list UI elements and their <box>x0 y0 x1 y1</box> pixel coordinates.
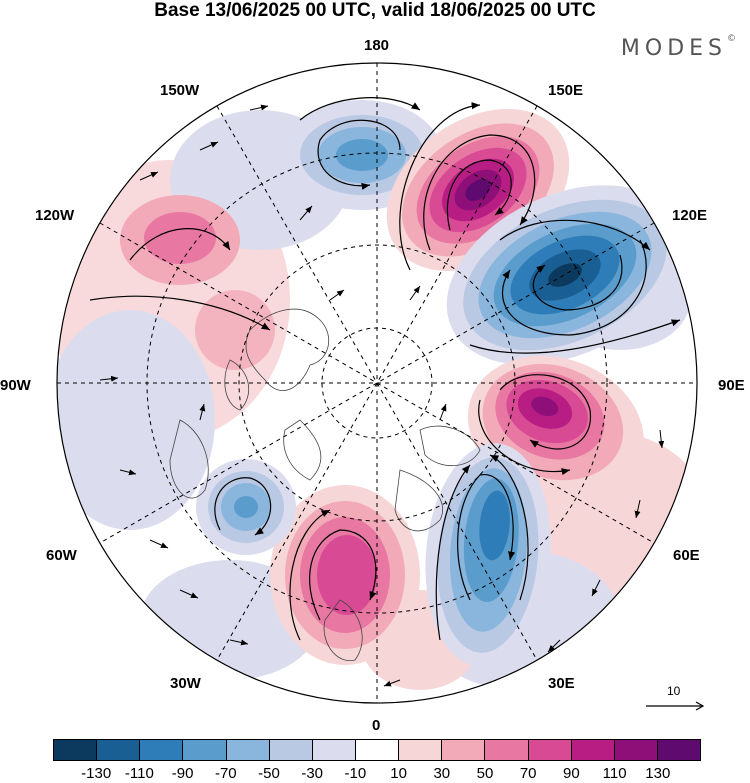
colorbar-tick-label: 50 <box>476 765 494 782</box>
lon-label-180: 180 <box>364 37 390 54</box>
map-disc <box>57 63 697 703</box>
colorbar-tick-label: 10 <box>390 765 407 782</box>
graticule <box>57 63 697 703</box>
colorbar-tick-label: -130 <box>81 765 112 782</box>
colorbar-tick-label: 90 <box>563 765 580 782</box>
lon-label-90e: 90E <box>718 377 745 394</box>
colorbar-cell <box>97 740 141 760</box>
colorbar-cell <box>269 740 313 760</box>
lon-label-150e: 150E <box>548 82 584 99</box>
colorbar-tick-label: 70 <box>519 765 537 782</box>
colorbar-cell <box>140 740 184 760</box>
colorbar-cell <box>183 740 227 760</box>
lon-label-30w: 30W <box>170 675 201 692</box>
colorbar <box>53 739 701 761</box>
colorbar-cell <box>355 740 400 760</box>
lon-label-120e: 120E <box>672 207 708 224</box>
copyright-mark: © <box>727 34 736 44</box>
colorbar-tick-label: -90 <box>171 765 194 782</box>
reference-vector: 10 <box>644 684 706 714</box>
coastlines <box>169 308 481 662</box>
map-boundary <box>56 62 698 704</box>
colorbar-tick-label: -10 <box>344 765 367 782</box>
colorbar-cell <box>399 740 443 760</box>
colorbar-cell <box>442 740 486 760</box>
lon-label-90w: 90W <box>0 377 31 394</box>
map-title: Base 13/06/2025 00 UTC, valid 18/06/2025… <box>154 0 596 21</box>
modes-logo: MODES© <box>620 34 736 61</box>
colorbar-tick-label: 110 <box>602 765 627 782</box>
wind-vectors <box>89 97 681 641</box>
brand-text: MODES <box>620 36 727 61</box>
colorbar-cell <box>614 740 658 760</box>
lon-label-120w: 120W <box>35 207 75 224</box>
colorbar-cell <box>54 740 98 760</box>
colorbar-cell <box>485 740 529 760</box>
reference-arrow-icon <box>646 701 705 711</box>
colorbar-tick-label: -50 <box>258 765 280 782</box>
colorbar-cell <box>312 740 356 760</box>
colorbar-cell <box>528 740 572 760</box>
lon-label-60w: 60W <box>46 547 77 564</box>
reference-vector-label: 10 <box>667 684 681 698</box>
colorbar-tick-label: -30 <box>301 765 324 782</box>
lon-label-150w: 150W <box>160 82 200 99</box>
colorbar-tick-label: 30 <box>433 765 451 782</box>
colorbar-tick-label: 130 <box>645 765 671 782</box>
colorbar-tick-label: -110 <box>124 765 154 782</box>
colorbar-cell <box>571 740 615 760</box>
colorbar-cell <box>226 740 270 760</box>
colorbar-ticks: -130 -110 -90 -70 -50 -30 -10 10 30 50 70 90 110 130 <box>53 765 701 783</box>
lon-label-30e: 30E <box>548 675 575 692</box>
lon-label-0: 0 <box>372 717 381 734</box>
lon-label-60e: 60E <box>673 547 700 564</box>
colorbar-cell <box>657 740 701 760</box>
colorbar-tick-label: -70 <box>214 765 237 782</box>
